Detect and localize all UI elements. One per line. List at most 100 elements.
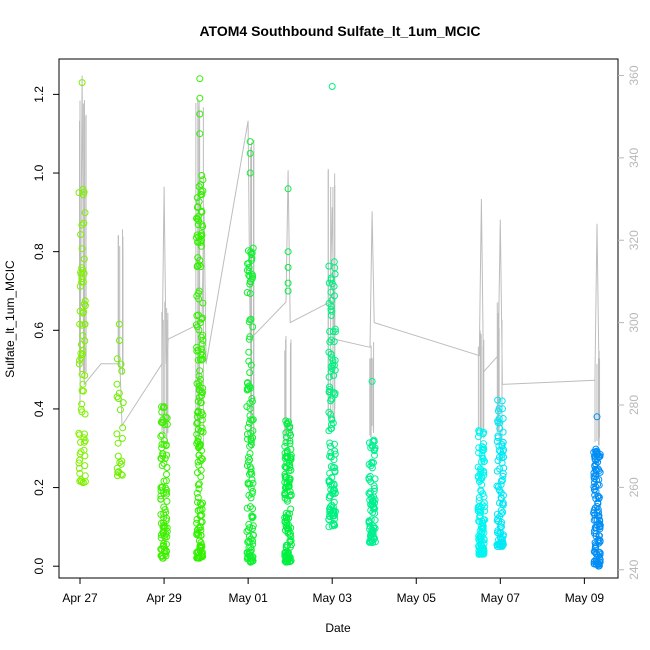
data-point <box>249 434 257 442</box>
data-point <box>78 278 86 286</box>
data-point <box>282 544 290 552</box>
data-point <box>331 292 338 300</box>
data-point <box>249 427 257 435</box>
data-point <box>479 454 487 462</box>
data-point <box>114 472 121 480</box>
data-point <box>371 485 378 492</box>
scatter-points <box>75 75 604 570</box>
data-point <box>327 312 335 319</box>
data-point <box>329 361 337 369</box>
data-point <box>286 531 294 539</box>
data-point <box>368 525 376 533</box>
data-point <box>368 529 376 536</box>
data-point <box>159 523 167 531</box>
data-point <box>193 489 201 497</box>
y2-tick-label: 340 <box>627 148 641 168</box>
data-point <box>369 500 376 508</box>
data-point <box>116 406 124 414</box>
data-point <box>193 526 201 534</box>
data-point <box>77 270 85 278</box>
data-point <box>193 529 201 537</box>
data-point <box>283 495 291 503</box>
y2-tick-label: 260 <box>627 477 641 497</box>
y-tick-label: 0.8 <box>32 243 46 260</box>
data-point <box>194 494 202 502</box>
data-point <box>494 529 501 537</box>
data-point <box>591 529 598 537</box>
data-point <box>284 511 292 519</box>
data-point <box>198 172 206 179</box>
data-point <box>79 347 87 354</box>
data-point <box>331 270 339 278</box>
data-point <box>198 416 206 424</box>
data-point <box>368 459 376 467</box>
data-point <box>117 360 125 368</box>
data-point <box>286 461 294 469</box>
data-point <box>199 331 207 339</box>
data-point <box>493 467 501 475</box>
data-point <box>327 425 335 433</box>
data-point <box>370 436 378 444</box>
data-point <box>496 419 504 427</box>
x-tick-label: May 01 <box>228 591 268 605</box>
y-axis-ticks: 0.0 0.2 0.4 0.6 0.8 1.0 1.2 <box>32 86 59 575</box>
data-point <box>199 351 206 359</box>
data-point <box>193 343 201 351</box>
data-point <box>245 382 253 390</box>
data-point <box>118 457 126 465</box>
data-point-outlier <box>246 149 254 157</box>
chart-title: ATOM4 Southbound Sulfate_lt_1um_MCIC <box>199 23 480 39</box>
data-point <box>193 292 201 300</box>
data-point <box>328 307 336 315</box>
data-point <box>284 454 292 462</box>
data-point <box>327 449 335 457</box>
data-point <box>474 505 482 513</box>
data-point <box>369 539 377 546</box>
x-axis-label: Date <box>325 621 351 635</box>
data-point <box>592 483 600 491</box>
data-point <box>192 321 200 329</box>
data-point <box>249 525 256 532</box>
data-point <box>113 393 121 401</box>
data-point <box>113 355 121 363</box>
data-point <box>195 261 203 269</box>
data-point <box>246 524 254 532</box>
data-point <box>198 541 205 549</box>
data-point <box>282 438 290 446</box>
data-point <box>79 351 86 358</box>
data-point <box>325 477 333 484</box>
data-point <box>193 203 201 211</box>
data-point <box>194 221 202 229</box>
data-point <box>195 394 203 401</box>
data-point <box>499 476 506 484</box>
data-point <box>77 476 85 484</box>
data-point <box>196 542 204 550</box>
data-point <box>195 217 203 225</box>
data-point <box>499 472 507 480</box>
plot-frame <box>58 58 619 579</box>
data-point <box>160 489 167 497</box>
data-point <box>113 380 121 388</box>
data-point <box>499 501 507 509</box>
data-point <box>198 518 206 526</box>
data-point <box>198 191 206 199</box>
data-point <box>494 396 502 404</box>
data-point <box>327 481 334 489</box>
data-point <box>496 465 504 473</box>
data-point <box>331 389 339 397</box>
data-point-outlier <box>368 377 376 385</box>
data-point <box>246 369 254 377</box>
data-point-outlier <box>284 185 292 193</box>
data-point <box>493 437 501 445</box>
data-point <box>329 503 337 511</box>
data-point <box>75 189 83 197</box>
data-point <box>285 418 292 426</box>
data-point <box>78 408 86 416</box>
data-point <box>591 539 599 547</box>
data-point <box>245 348 253 356</box>
data-point <box>499 500 506 508</box>
x-axis-ticks: Apr 27 Apr 29 May 01 May 03 May 05 May 07 May … <box>62 578 604 605</box>
data-point <box>495 405 503 412</box>
data-point <box>199 336 207 344</box>
data-point <box>479 490 487 498</box>
